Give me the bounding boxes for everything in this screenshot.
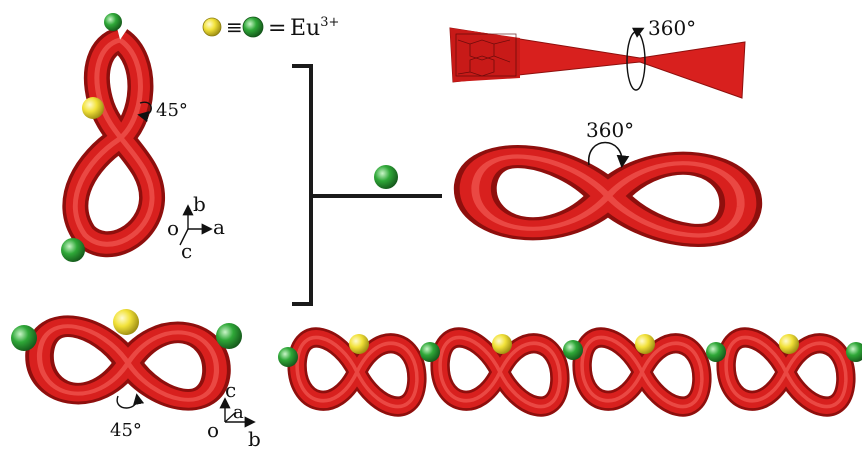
legend-ion: Eu: [290, 16, 320, 41]
green-eu-sphere-icon: [420, 342, 440, 362]
rotation-label-360-loop: 360°: [586, 118, 634, 142]
yellow-eu-sphere-icon: [779, 334, 799, 354]
axis-b-bottom: b: [248, 427, 261, 451]
axis-c-bottom: c: [225, 378, 236, 402]
twisted-ribbon: 360°: [449, 16, 746, 99]
rotation-annotation-top: 45°: [137, 100, 188, 123]
yellow-eu-sphere-icon: [492, 334, 512, 354]
green-eu-sphere-icon: [11, 325, 37, 351]
axis-a-bottom: a: [233, 402, 244, 423]
rotation-label-45-top: 45°: [156, 100, 188, 121]
yellow-eu-sphere-icon: [349, 334, 369, 354]
rotation-label-360-ribbon: 360°: [648, 16, 696, 40]
rotation-annotation-bottom: 45°: [110, 393, 145, 441]
legend-charge: 3+: [320, 15, 339, 30]
axis-c-top: c: [181, 239, 192, 263]
yellow-eu-sphere-icon: [635, 334, 655, 354]
legend: ≡ = Eu3+: [202, 15, 339, 41]
axis-b-top: b: [193, 192, 206, 216]
axis-origin-top: o: [167, 216, 179, 240]
horizontal-loop-360: 360°: [475, 118, 740, 235]
yellow-eu-sphere-icon: [202, 17, 222, 37]
axis-a-top: a: [213, 215, 225, 239]
polymer-chain: [278, 334, 862, 407]
green-eu-sphere-icon: [104, 13, 122, 31]
green-eu-sphere-icon: [846, 342, 862, 362]
bottom-left-loop: [11, 309, 242, 400]
axis-indicator-bottom: o c a b: [207, 378, 261, 451]
green-eu-sphere-icon: [216, 323, 242, 349]
green-eu-sphere-icon: [374, 165, 398, 189]
rotation-label-45-bottom: 45°: [110, 420, 142, 441]
legend-ion-label: Eu3+: [290, 15, 339, 41]
rotation-arrow-icon: [588, 141, 630, 169]
bracket: [292, 64, 442, 306]
green-eu-sphere-icon: [278, 347, 298, 367]
green-eu-sphere-icon: [242, 16, 264, 38]
legend-equiv-symbol: ≡: [226, 15, 243, 39]
yellow-eu-sphere-icon: [82, 97, 104, 119]
yellow-eu-sphere-icon: [113, 309, 139, 335]
rotation-arrow-icon: [116, 393, 145, 409]
green-eu-sphere-icon: [706, 342, 726, 362]
vertical-helix-loop: [61, 13, 165, 262]
legend-equals-symbol: =: [268, 16, 286, 41]
green-eu-sphere-icon: [61, 238, 85, 262]
axis-indicator-top: o b a c: [167, 192, 225, 263]
green-eu-sphere-icon: [563, 340, 583, 360]
axis-origin-bottom: o: [207, 418, 219, 442]
rotation-arrow-icon: [137, 101, 152, 123]
